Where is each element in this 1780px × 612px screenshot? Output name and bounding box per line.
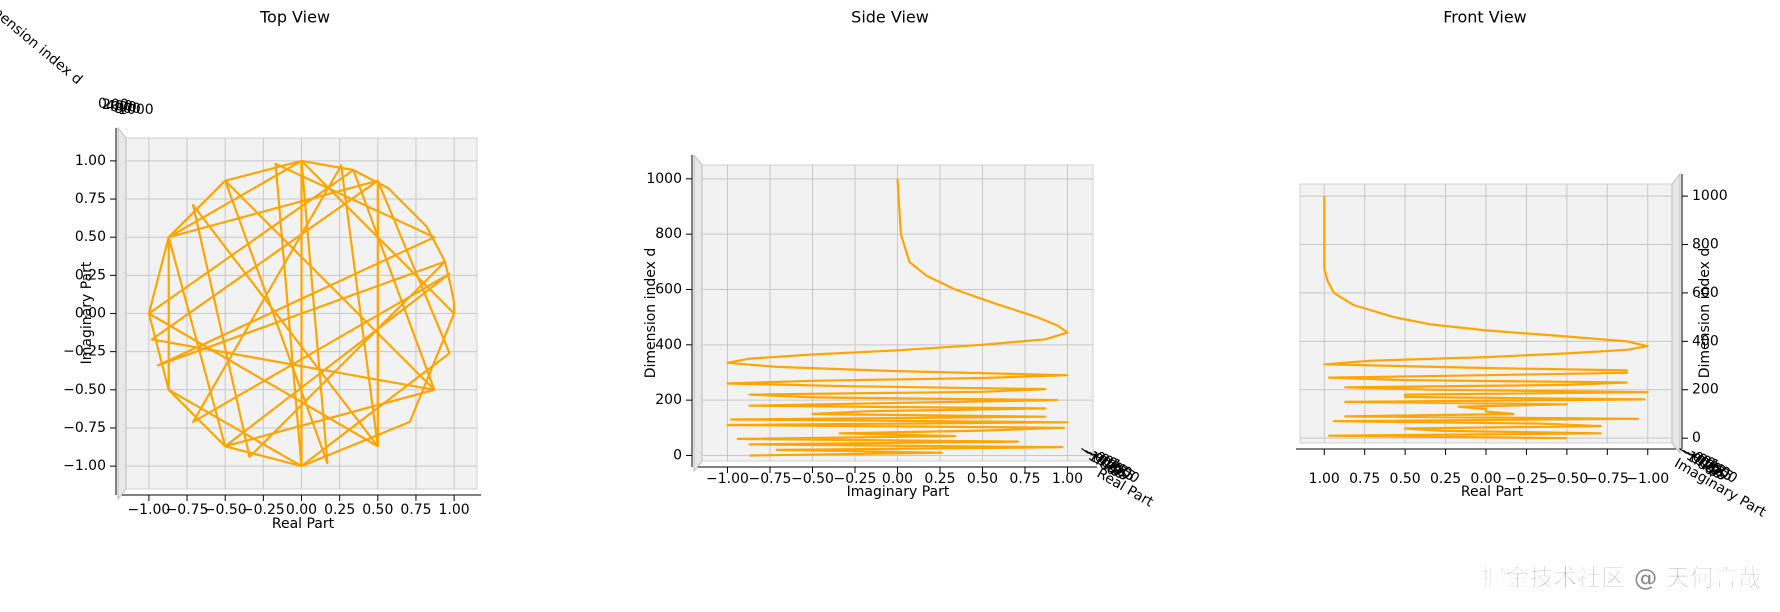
v-tick-label: 400	[1692, 333, 1719, 349]
h-tick-label: 0.00	[286, 502, 317, 518]
h-tick-label: 0.25	[1430, 471, 1461, 487]
v-tick-label: −0.75	[63, 420, 106, 436]
v-tick-label: 400	[655, 337, 682, 353]
h-tick-label: 1.00	[1309, 471, 1340, 487]
h-tick-label: 0.75	[400, 502, 431, 518]
v-tick-label: 1000	[1692, 188, 1728, 204]
v-tick-label: 800	[1692, 237, 1719, 253]
h-tick-label: −0.75	[749, 471, 792, 487]
h-tick-label: 0.50	[362, 502, 393, 518]
v-tick-label: 0.75	[75, 191, 106, 207]
v-tick-label: −1.00	[63, 458, 106, 474]
side-pane	[1671, 172, 1681, 455]
watermark: 掘金技术社区 @ 天何言哉	[1481, 564, 1762, 592]
subplot: Side View −1.00 −0.75 −0.50 −0.25 0.00 0.25 0.5…	[643, 8, 1156, 511]
v-axis-label: Dimension index d	[643, 248, 659, 379]
side-pane	[693, 153, 703, 473]
v-tick-label: 1.00	[75, 153, 106, 169]
h-axis-label: Imaginary Part	[847, 484, 950, 500]
v-tick-label: 0	[673, 447, 682, 463]
v-tick-label: −0.25	[63, 344, 106, 360]
h-tick-label: 0.25	[324, 502, 355, 518]
h-tick-label: 0.75	[1009, 471, 1040, 487]
depth-tick-label: 800	[114, 101, 141, 117]
h-tick-label: −1.00	[127, 502, 170, 518]
subplot: Top View−1.00−0.75−0.50−0.25 0.00 0.25 0.50…	[0, 0, 481, 532]
depth-tick-label: 0	[98, 96, 107, 112]
subplot-title: Side View	[851, 8, 929, 27]
curve	[147, 159, 456, 468]
h-tick-label: 1.00	[439, 502, 470, 518]
h-tick-label: 0.00	[882, 471, 913, 487]
v-tick-label: 200	[655, 392, 682, 408]
v-axis-label: Dimension index d	[1697, 248, 1713, 379]
v-tick-label: 600	[655, 281, 682, 297]
h-tick-label: −0.25	[1505, 471, 1548, 487]
v-tick-label: 0.25	[75, 267, 106, 283]
h-tick-label: 0.50	[967, 471, 998, 487]
subplot: Front View −1.00−0.75−0.50−0.250.00 0.25 0.…	[1296, 8, 1769, 521]
depth-tick-label: 600	[110, 100, 137, 116]
h-tick-label: 0.50	[1390, 471, 1421, 487]
depth-axis-label: Dimension index d	[0, 0, 85, 88]
h-tick-label: −0.50	[1545, 471, 1588, 487]
side-pane	[117, 126, 127, 501]
v-tick-label: 200	[1692, 382, 1719, 398]
depth-tick-label: 1000	[118, 102, 154, 118]
v-tick-label: 0.00	[75, 306, 106, 322]
subplot-title: Front View	[1443, 8, 1527, 27]
v-tick-label: 0	[1692, 430, 1701, 446]
subplot-title: Top View	[259, 8, 330, 27]
v-tick-label: −0.50	[63, 382, 106, 398]
h-tick-label: 1.00	[1052, 471, 1083, 487]
depth-tick-label: 400	[106, 98, 133, 114]
v-tick-label: 800	[655, 226, 682, 242]
h-tick-label: −0.25	[242, 502, 285, 518]
h-axis-label: Real Part	[1461, 484, 1524, 500]
h-tick-label: −0.75	[166, 502, 209, 518]
curve	[1323, 196, 1649, 440]
h-tick-label: −1.00	[706, 471, 749, 487]
v-tick-label: 1000	[646, 171, 682, 187]
h-tick-label: −0.75	[1586, 471, 1629, 487]
v-axis-label: Imaginary Part	[79, 261, 95, 364]
v-tick-label: 600	[1692, 285, 1719, 301]
h-tick-label: −0.25	[834, 471, 877, 487]
h-axis-label: Real Part	[272, 516, 335, 532]
v-tick-label: 0.50	[75, 229, 106, 245]
depth-tick-label: 200	[102, 97, 129, 113]
h-tick-label: −1.00	[1626, 471, 1669, 487]
h-tick-label: 0.25	[924, 471, 955, 487]
h-tick-label: 0.75	[1349, 471, 1380, 487]
h-tick-label: −0.50	[204, 502, 247, 518]
curve	[726, 178, 1069, 457]
h-tick-label: 0.00	[1470, 471, 1501, 487]
h-tick-label: −0.50	[791, 471, 834, 487]
